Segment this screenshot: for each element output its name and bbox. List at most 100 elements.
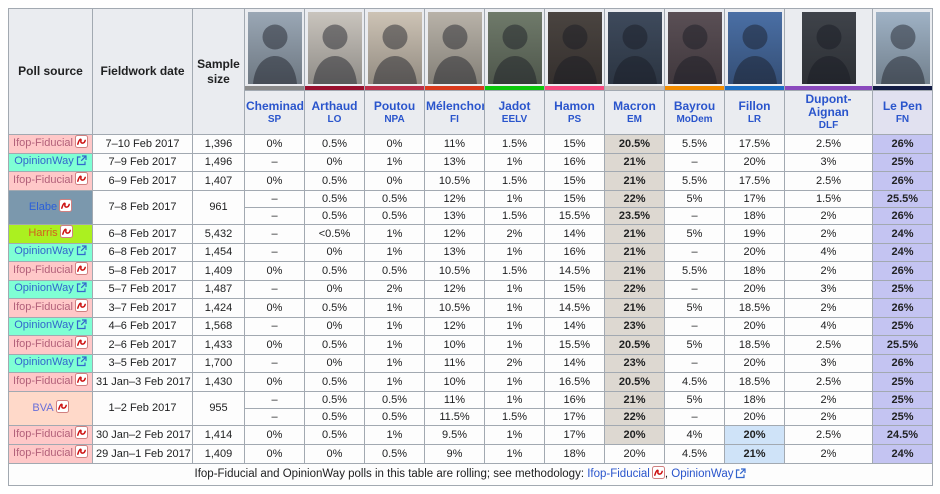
poll-value-cell: 25.5% (872, 335, 933, 356)
candidate-name-link[interactable]: Mélenchon (426, 98, 485, 113)
candidate-photo-cell (544, 8, 605, 91)
poll-value-cell: 1% (364, 224, 425, 245)
poll-source-link[interactable]: Ifop-Fiducial (13, 338, 73, 351)
external-link-icon[interactable] (76, 245, 87, 261)
poll-value-cell: 10.5% (424, 298, 485, 319)
poll-value-cell: – (664, 243, 725, 263)
poll-source-link[interactable]: OpinionWay (14, 282, 74, 295)
pdf-icon[interactable] (74, 426, 88, 444)
poll-value-cell: 1% (364, 372, 425, 393)
poll-value-cell: 4% (784, 243, 873, 263)
poll-value-cell: 0% (244, 261, 305, 282)
candidate-photo[interactable] (487, 12, 542, 84)
poll-value-cell: – (664, 153, 725, 173)
candidate-name-link[interactable]: Bayrou (673, 98, 716, 113)
candidate-name-link[interactable]: Hamon (554, 98, 595, 113)
poll-value-cell: 2.5% (784, 335, 873, 356)
poll-value-cell: 2% (484, 354, 545, 374)
candidate-photo[interactable] (367, 12, 422, 84)
poll-source-link[interactable]: Ifop-Fiducial (13, 375, 73, 388)
poll-source-cell: Ifop-Fiducial (8, 261, 93, 282)
external-link-icon[interactable] (735, 468, 747, 483)
poll-source-link[interactable]: Ifop-Fiducial (13, 174, 73, 187)
poll-value-cell: 1% (484, 372, 545, 393)
poll-row: Harris 6–8 Feb 2017 5,432– <0.5% 1% 12% 2% 14% 2… (8, 224, 933, 245)
poll-row: OpinionWay 5–7 Feb 2017 1,487–0% 2% 12% 1% 15%… (8, 280, 933, 300)
poll-source-link[interactable]: Harris (28, 227, 58, 240)
pdf-icon[interactable] (59, 225, 73, 243)
poll-value-cell: 0% (244, 134, 305, 155)
poll-value-cell: 22% (604, 280, 665, 300)
poll-source-link[interactable]: Ifop-Fiducial (13, 137, 73, 150)
candidate-photo[interactable] (607, 12, 662, 84)
candidate-name-link[interactable]: Le Pen (882, 98, 923, 113)
poll-value-cell: 26% (872, 298, 933, 319)
candidate-name-link[interactable]: Arthaud (311, 98, 358, 113)
poll-source-link[interactable]: OpinionWay (14, 356, 74, 369)
poll-value-cell: 18.5% (724, 298, 785, 319)
candidate-name-link[interactable]: Poutou (373, 98, 416, 113)
pdf-icon[interactable] (74, 445, 88, 463)
poll-value-cell: 16.5% (544, 372, 605, 393)
poll-value-cell: 2% (784, 391, 873, 410)
pdf-icon[interactable] (74, 336, 88, 354)
poll-source-link[interactable]: Ifop-Fiducial (13, 447, 73, 460)
fieldwork-date-cell: 5–8 Feb 2017 (92, 261, 193, 282)
external-link-icon[interactable] (76, 155, 87, 171)
candidate-photo[interactable] (247, 12, 302, 84)
candidate-photo[interactable] (307, 12, 362, 84)
poll-value-cell: 3% (784, 153, 873, 173)
poll-value-cell: – (244, 391, 305, 410)
poll-value-cell: 26% (872, 171, 933, 192)
candidate-photo[interactable] (427, 12, 482, 84)
pdf-icon[interactable] (74, 172, 88, 190)
poll-value-cell: 2% (784, 444, 873, 465)
candidate-photo[interactable] (727, 12, 782, 84)
poll-source-link[interactable]: Ifop-Fiducial (13, 264, 73, 277)
poll-row: Ifop-Fiducial 2–6 Feb 2017 1,433 0% 0.5% 1% 10… (8, 335, 933, 356)
external-link-icon[interactable] (76, 356, 87, 372)
external-link-icon[interactable] (76, 282, 87, 298)
poll-source-link[interactable]: OpinionWay (14, 319, 74, 332)
pdf-icon[interactable] (651, 466, 665, 483)
external-link-icon[interactable] (76, 319, 87, 335)
poll-source-link[interactable]: Ifop-Fiducial (13, 428, 73, 441)
poll-value-cell: 14% (544, 224, 605, 245)
party-abbreviation: NPA (384, 113, 405, 125)
poll-value-cell: – (244, 190, 305, 209)
poll-value-cell: 19% (724, 224, 785, 245)
candidate-name-link[interactable]: Jadot (498, 98, 531, 113)
poll-source-link[interactable]: OpinionWay (14, 155, 74, 168)
sample-size-cell: 955 (192, 391, 245, 427)
candidate-photo[interactable] (547, 12, 602, 84)
pdf-icon[interactable] (74, 262, 88, 280)
candidate-name-link[interactable]: Dupont-Aignan (805, 92, 852, 120)
poll-value-cell: – (664, 317, 725, 337)
poll-source-cell: Ifop-Fiducial (8, 335, 93, 356)
footnote-opinionway-link[interactable]: OpinionWay (671, 468, 734, 481)
poll-value-cell: – (244, 280, 305, 300)
sample-size-cell: 1,700 (192, 354, 245, 374)
pdf-icon[interactable] (74, 373, 88, 391)
candidate-name-link[interactable]: Macron (613, 98, 656, 113)
candidate-photo[interactable] (875, 12, 930, 84)
pdf-icon[interactable] (74, 135, 88, 153)
candidate-name-cell: Poutou NPA (364, 89, 425, 136)
poll-value-cell: 20.5% (604, 335, 665, 356)
poll-value-cell: 1% (364, 243, 425, 263)
candidate-photo[interactable] (667, 12, 722, 84)
pdf-icon[interactable] (59, 198, 73, 217)
footnote-ifop-link[interactable]: Ifop-Fiducial (587, 468, 650, 481)
poll-source-link[interactable]: Elabe (28, 200, 58, 213)
pdf-icon[interactable] (55, 399, 69, 418)
candidate-name-link[interactable]: Cheminade (246, 98, 305, 113)
poll-source-link[interactable]: OpinionWay (14, 245, 74, 258)
poll-value-cell: – (244, 243, 305, 263)
candidate-photo[interactable] (801, 12, 856, 84)
candidate-name-link[interactable]: Fillon (738, 98, 771, 113)
poll-value-cell: 5% (664, 190, 725, 209)
pdf-icon[interactable] (74, 299, 88, 317)
poll-source-link[interactable]: Ifop-Fiducial (13, 301, 73, 314)
poll-source-link[interactable]: BVA (32, 401, 54, 414)
poll-value-cell: 1.5% (784, 190, 873, 209)
